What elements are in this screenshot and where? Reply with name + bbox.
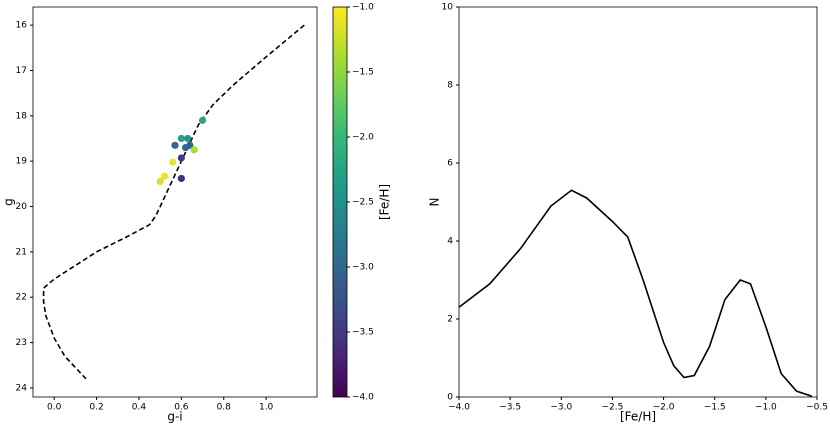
point [198, 116, 207, 124]
point [190, 146, 198, 154]
point [177, 134, 185, 143]
x-tick-label: −2.5 [601, 403, 623, 413]
curve [42, 24, 305, 380]
colorbar-tick-label: −1.5 [352, 68, 374, 78]
x-tick-label: −3.0 [550, 403, 572, 413]
x-tick-label: 0.6 [174, 403, 189, 413]
colorbar-tick-label: −3.5 [352, 328, 374, 338]
curve [459, 189, 813, 397]
point [171, 141, 179, 149]
y-tick-label: 24 [16, 383, 28, 393]
x-tick-label: −4.0 [448, 403, 470, 413]
point [186, 141, 194, 149]
axes-frame [458, 6, 818, 398]
y-tick-label: 23 [16, 338, 27, 348]
y-axis-label: N [428, 198, 442, 207]
colorbar-tick-label: −2.5 [352, 198, 374, 208]
y-tick-label: 19 [16, 157, 28, 167]
x-axis-label: [Fe/H] [620, 410, 656, 424]
y-tick-label: 16 [16, 21, 28, 31]
y-tick-label: 21 [16, 247, 27, 257]
x-tick-label: −1.5 [704, 403, 726, 413]
point [177, 174, 185, 183]
y-tick-label: 22 [16, 293, 27, 303]
y-tick-label: 18 [16, 111, 28, 121]
plot-area [42, 24, 305, 380]
point [160, 172, 169, 180]
point [177, 154, 185, 162]
x-tick-label: −0.5 [806, 403, 828, 413]
point [156, 177, 164, 186]
colorbar-tick-label: −2.0 [352, 133, 374, 143]
x-tick-label: −3.5 [499, 403, 521, 413]
x-axis-label: g-i [167, 410, 182, 424]
y-tick-label: 20 [16, 202, 28, 212]
y-tick-label: 8 [447, 81, 453, 91]
axes-frame [32, 6, 318, 398]
colorbar-tick-label: −3.0 [352, 263, 374, 273]
colorbar-label: [Fe/H] [378, 184, 392, 220]
x-tick-label: 0.2 [89, 403, 103, 413]
plot-area [459, 189, 813, 397]
y-tick-label: 6 [447, 159, 453, 169]
x-tick-label: 0.8 [217, 403, 232, 413]
y-axis-label: g [2, 198, 16, 206]
y-tick-label: 17 [16, 66, 27, 76]
y-tick-label: 10 [442, 3, 454, 13]
point [184, 134, 192, 143]
y-tick-label: 2 [447, 315, 453, 325]
colorbar-tick-label: −4.0 [352, 393, 374, 403]
x-tick-label: 0.4 [132, 403, 147, 413]
x-tick-label: −2.0 [653, 403, 675, 413]
y-tick-label: 0 [447, 393, 453, 403]
y-tick-label: 4 [447, 237, 453, 247]
colorbar [332, 6, 348, 398]
x-tick-label: −1.0 [755, 403, 777, 413]
x-tick-label: 1.0 [259, 403, 274, 413]
x-tick-label: 0.0 [47, 403, 62, 413]
colorbar-tick-label: −1.0 [352, 3, 374, 13]
point [169, 158, 177, 166]
